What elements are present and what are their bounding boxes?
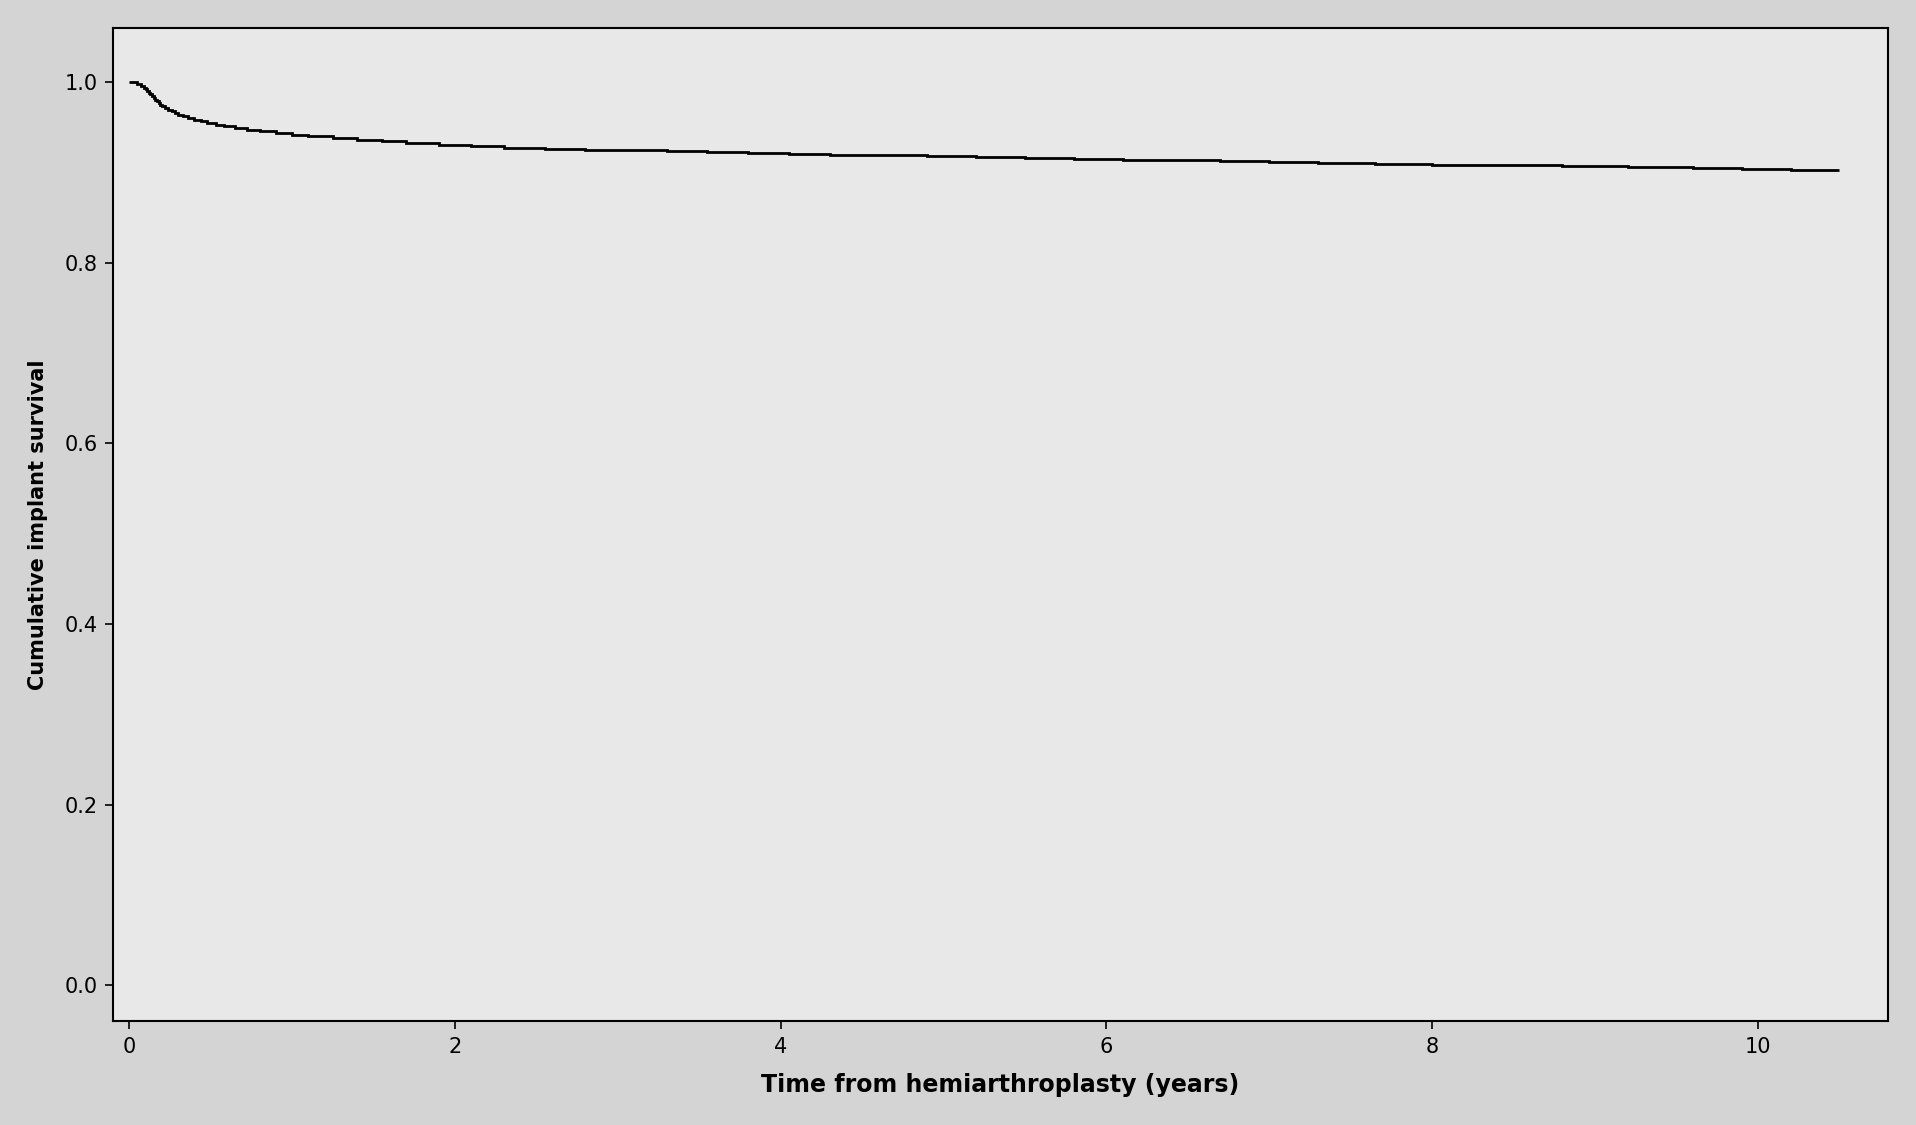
Y-axis label: Cumulative implant survival: Cumulative implant survival (27, 359, 48, 690)
X-axis label: Time from hemiarthroplasty (years): Time from hemiarthroplasty (years) (761, 1073, 1240, 1097)
